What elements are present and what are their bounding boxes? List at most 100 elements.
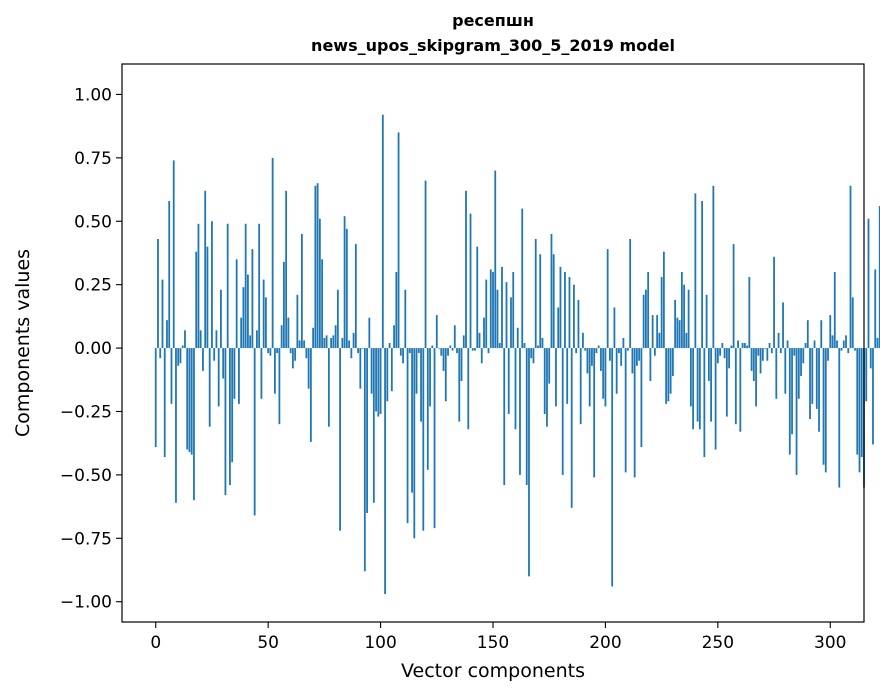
bar-171	[539, 254, 542, 349]
bar-284	[793, 348, 796, 356]
bar-289	[804, 343, 807, 349]
bar-27	[215, 330, 218, 349]
bar-299	[827, 348, 829, 361]
bar-136	[460, 348, 463, 382]
bar-254	[725, 348, 728, 417]
bar-269	[759, 348, 762, 374]
bar-130	[447, 348, 449, 356]
bar-161	[516, 327, 519, 349]
bar-317	[867, 218, 870, 349]
bar-252	[721, 343, 724, 349]
bar-185	[570, 348, 573, 508]
bar-63	[296, 294, 299, 349]
bar-273	[768, 343, 771, 349]
bar-226	[662, 251, 665, 349]
bar-201	[606, 249, 609, 349]
bar-156	[505, 282, 508, 349]
bars-group	[154, 114, 880, 595]
bar-206	[618, 348, 620, 354]
bar-209	[624, 348, 627, 473]
bar-114	[411, 348, 413, 493]
bar-72	[316, 183, 319, 349]
bar-287	[800, 348, 802, 376]
bar-303	[836, 340, 838, 349]
bar-81	[336, 289, 339, 349]
bar-239	[692, 348, 695, 430]
bar-293	[813, 340, 816, 349]
bar-196	[595, 348, 598, 354]
bar-212	[631, 348, 634, 374]
bar-108	[397, 132, 400, 349]
bar-20	[199, 330, 202, 349]
bar-82	[339, 348, 341, 531]
bar-28	[217, 348, 220, 407]
x-tick-label: 150	[477, 633, 509, 653]
bar-135	[458, 348, 461, 422]
bar-24	[208, 348, 211, 427]
bar-160	[514, 348, 517, 430]
bar-117	[417, 348, 420, 354]
bar-182	[564, 271, 566, 349]
bar-257	[732, 244, 735, 349]
bar-113	[408, 348, 411, 354]
bar-121	[426, 348, 429, 470]
bar-308	[847, 348, 850, 354]
bar-58	[285, 190, 288, 349]
chart-title: ресепшн	[452, 11, 534, 30]
bar-54	[276, 348, 279, 354]
bar-304	[838, 348, 841, 488]
bar-205	[615, 348, 618, 394]
bar-280	[784, 348, 787, 394]
bar-278	[779, 348, 782, 354]
x-tick-label: 250	[702, 633, 734, 653]
bar-186	[573, 284, 575, 349]
bar-216	[640, 348, 643, 447]
bar-100	[379, 348, 382, 415]
bar-157	[507, 348, 510, 415]
bar-10	[177, 348, 180, 366]
bar-144	[478, 332, 481, 349]
bar-37	[238, 348, 240, 404]
bar-316	[865, 348, 868, 402]
bar-19	[197, 223, 200, 349]
bar-38	[240, 317, 243, 349]
bar-32	[226, 223, 229, 349]
bar-220	[649, 348, 652, 382]
bar-148	[487, 348, 490, 354]
bar-219	[647, 271, 650, 349]
bar-66	[303, 340, 306, 349]
x-tick-label: 0	[150, 633, 161, 653]
bar-141	[471, 348, 474, 351]
bar-35	[233, 348, 236, 399]
bar-139	[467, 348, 470, 430]
bar-152	[496, 289, 499, 349]
bar-176	[550, 233, 553, 349]
y-tick-label: −1.00	[60, 593, 112, 613]
bar-86	[348, 340, 350, 349]
bar-123	[431, 345, 434, 349]
bar-16	[190, 348, 193, 455]
bar-84	[343, 216, 346, 349]
bar-187	[575, 348, 578, 354]
y-tick-label: 0.00	[74, 339, 112, 359]
bar-99	[377, 348, 380, 417]
bar-272	[766, 348, 769, 361]
bar-258	[734, 348, 737, 425]
bar-57	[282, 261, 285, 349]
bar-3	[161, 279, 164, 349]
bar-41	[247, 274, 249, 349]
bar-162	[519, 348, 521, 475]
bar-312	[856, 348, 859, 455]
bar-110	[402, 348, 404, 364]
bar-168	[532, 348, 535, 364]
bar-166	[528, 348, 530, 577]
bar-307	[845, 335, 847, 349]
bar-9	[175, 348, 177, 503]
bar-200	[604, 348, 607, 407]
bar-124	[433, 348, 436, 529]
bar-318	[869, 348, 872, 369]
bar-151	[494, 170, 497, 349]
bar-302	[833, 271, 836, 349]
bar-74	[321, 259, 324, 349]
bar-266	[752, 348, 755, 382]
